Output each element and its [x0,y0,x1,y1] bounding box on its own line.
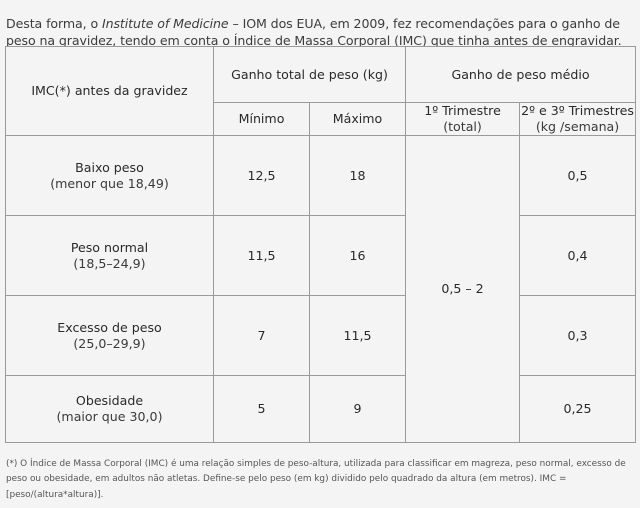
category-label: Peso normal [70,239,149,255]
category-range: (18,5–24,9) [73,255,146,271]
intro-text-end: – IOM dos EUA, em 2009, fez recomendaçõe… [6,15,622,49]
min-gain-cell: 12,5 [213,135,310,216]
min-gain-cell: 11,5 [213,215,310,296]
table-row: Peso normal (18,5–24,9) 11,5 16 0,4 [5,215,637,296]
weight-gain-table: IMC(*) antes da gravidez Ganho total de … [5,46,637,443]
header-imc: IMC(*) antes da gravidez [5,46,214,136]
header-average-gain: Ganho de peso médio [405,46,637,103]
category-range: (25,0–29,9) [73,335,146,351]
category-label: Excesso de peso [57,319,162,335]
header-first-trimester-title: 1º Trimestre [424,103,501,118]
header-second-third-title: 2º e 3º Trimestres [521,103,634,118]
first-trimester-gain-cell: 0,5 – 2 [405,135,521,443]
header-minimum: Mínimo [213,102,310,136]
weekly-gain-cell: 0,4 [519,215,637,296]
header-second-third-sub: (kg /semana) [535,119,620,134]
max-gain-cell: 9 [308,375,407,443]
category-cell: Baixo peso (menor que 18,49) [5,135,214,216]
header-total-gain: Ganho total de peso (kg) [212,46,407,103]
table-row: Baixo peso (menor que 18,49) 12,5 18 0,5… [5,135,637,443]
category-cell: Peso normal (18,5–24,9) [5,215,214,296]
category-range: (menor que 18,49) [50,175,169,191]
table-row: Obesidade (maior que 30,0) 5 9 0,25 [5,375,637,443]
intro-emphasis: Institute of Medicine [101,15,229,31]
category-label: Baixo peso [75,159,144,175]
header-first-trimester-sub: (total) [443,119,482,134]
weekly-gain-cell: 0,3 [519,295,637,376]
table-row: Excesso de peso (25,0–29,9) 7 11,5 0,3 [5,295,637,376]
category-cell: Obesidade (maior que 30,0) [5,375,214,443]
weekly-gain-cell: 0,25 [519,375,637,443]
min-gain-cell: 5 [213,375,310,443]
intro-text-start: Desta forma, o [6,15,102,31]
table-header-row: IMC(*) antes da gravidez Ganho total de … [5,46,637,136]
max-gain-cell: 11,5 [308,295,407,376]
header-maximum: Máximo [308,102,407,136]
category-range: (maior que 30,0) [56,409,163,424]
category-label: Obesidade [75,393,144,408]
max-gain-cell: 16 [308,215,407,296]
table-subheader-row: Mínimo Máximo 1º Trimestre (total) 2º e … [6,102,637,136]
category-cell: Excesso de peso (25,0–29,9) [5,295,214,376]
intro-paragraph: Desta forma, o Institute of Medicine – I… [6,15,634,50]
min-gain-cell: 7 [213,295,310,376]
footnote: (*) O Índice de Massa Corporal (IMC) é u… [6,458,626,501]
max-gain-cell: 18 [308,135,407,216]
weekly-gain-cell: 0,5 [519,135,637,216]
header-second-third-trimester: 2º e 3º Trimestres (kg /semana) [519,102,637,136]
header-first-trimester: 1º Trimestre (total) [405,102,521,136]
